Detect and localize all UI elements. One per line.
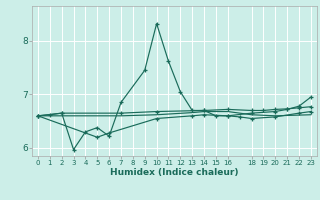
X-axis label: Humidex (Indice chaleur): Humidex (Indice chaleur) — [110, 168, 239, 177]
